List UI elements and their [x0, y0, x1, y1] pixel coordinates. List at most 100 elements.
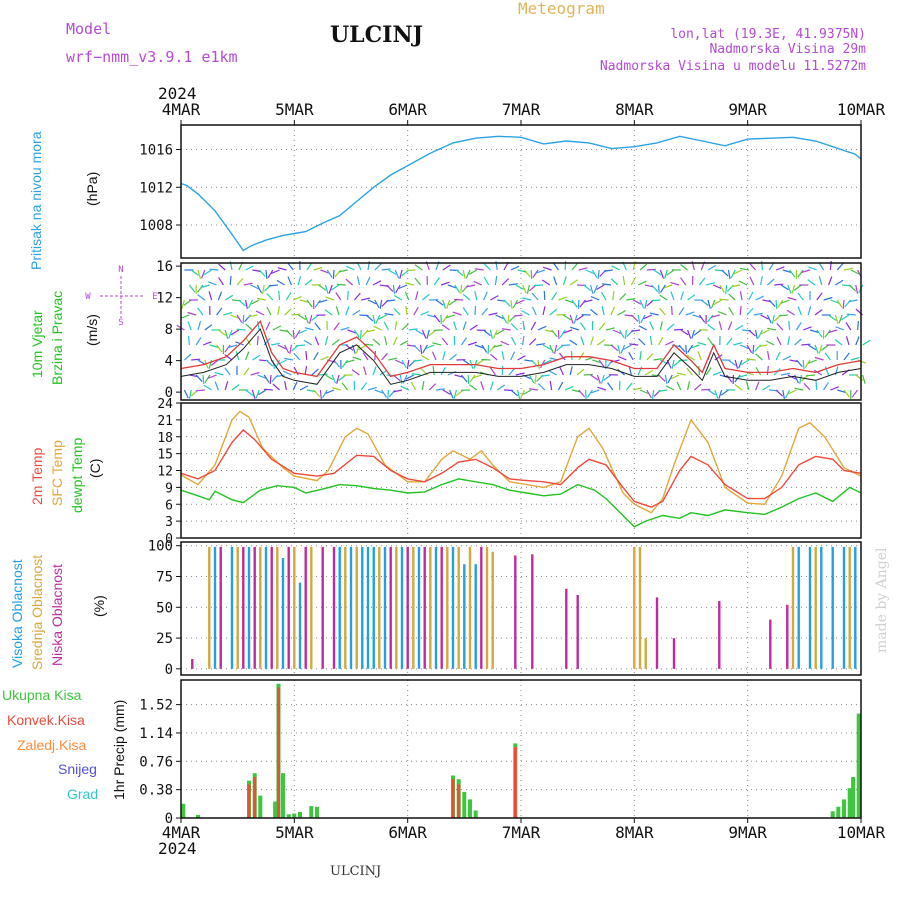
- pressure-panel: 1008 1012 1016: [139, 124, 862, 259]
- wind-barb: [453, 389, 457, 399]
- wind-barb: [767, 327, 777, 331]
- pressure-ylabel: Pritisak na nivou mora: [28, 131, 44, 270]
- wind-barb: [698, 314, 706, 323]
- wind-barb: [247, 299, 253, 309]
- wind-barb: [523, 269, 531, 278]
- wind-barb: [374, 263, 382, 271]
- sfctemp-ylabel: SFC Temp: [49, 440, 65, 506]
- wind-barb: [569, 339, 578, 346]
- wind-barb: [571, 299, 578, 308]
- wind-barb: [862, 339, 871, 346]
- wind-barb: [361, 297, 371, 301]
- wind-barb: [786, 309, 795, 316]
- wind-barb: [710, 314, 720, 318]
- wind-barb: [493, 344, 503, 348]
- wind-barb: [304, 279, 313, 286]
- wind-barb: [372, 280, 382, 286]
- wind-barb: [332, 269, 335, 280]
- wind-barb: [202, 374, 205, 385]
- wind-barb: [553, 276, 558, 286]
- wind-barb: [757, 329, 763, 339]
- precip-conv-bar: [451, 779, 455, 818]
- wind-barb: [795, 359, 803, 368]
- wind-barb: [345, 265, 355, 271]
- wind-barb: [838, 314, 843, 324]
- wind-barb: [394, 321, 398, 331]
- wind-barb: [303, 339, 313, 346]
- wind-barb: [224, 344, 231, 353]
- wind-barb: [686, 354, 695, 361]
- wind-barb: [284, 344, 290, 354]
- wind-barb: [489, 329, 493, 339]
- wind-barb: [814, 344, 819, 354]
- cloud-high-bar: [842, 546, 846, 669]
- wind-barb: [512, 299, 519, 309]
- wind-barb: [351, 369, 360, 376]
- cloud-mid-bar: [344, 546, 347, 669]
- cloud-high-bar: [417, 546, 421, 669]
- wind-barb: [705, 367, 712, 376]
- temp-2m-line: [180, 429, 862, 508]
- wind-barb: [659, 294, 668, 301]
- wind-barb: [414, 264, 423, 271]
- wind-barb: [766, 314, 772, 324]
- wind-barb: [855, 374, 864, 381]
- wind-barb: [760, 276, 763, 286]
- wind-barb: [333, 359, 340, 368]
- x-tick-label-bottom: 7MAR: [502, 823, 541, 842]
- wind-barb: [602, 283, 612, 286]
- wind-barb: [224, 329, 229, 339]
- wind-barb: [620, 344, 626, 354]
- wind-barb: [758, 344, 768, 348]
- wind-barb: [598, 359, 605, 368]
- wind-barb: [721, 269, 729, 277]
- wind-barb: [336, 374, 340, 384]
- wind-barb: [308, 314, 313, 324]
- wind-barb: [651, 299, 661, 302]
- wind-barb: [549, 308, 558, 316]
- precip-conv-bar: [253, 777, 257, 818]
- cloud-mid-bar: [208, 546, 211, 669]
- x-tick-label-bottom: 10MAR: [837, 823, 886, 842]
- model-altitude-label: Nadmorska Visina u modelu 11.5272m: [600, 59, 866, 74]
- wind-barb: [767, 350, 770, 361]
- y-tick-label: 4: [165, 354, 173, 370]
- wind-barb: [536, 343, 546, 346]
- wind-barb: [481, 344, 488, 353]
- wind-barb: [203, 384, 212, 391]
- lonlat-label: lon,lat (19.3E, 41.9375N): [670, 27, 866, 42]
- wind-barb: [489, 353, 498, 361]
- wind-barb: [690, 344, 700, 349]
- cloud-high-bar: [247, 546, 251, 669]
- wind-barb: [733, 342, 743, 346]
- wind-barb: [242, 314, 245, 325]
- wind-barb: [475, 359, 484, 366]
- wind-barb: [449, 353, 457, 361]
- wind-barb: [284, 308, 292, 316]
- wind-barb: [208, 291, 213, 301]
- wind-barb: [277, 305, 280, 316]
- wind-barb: [543, 359, 552, 365]
- wind-barb: [426, 329, 430, 339]
- wind-barb: [670, 291, 675, 301]
- wind-barb: [671, 305, 673, 316]
- wind-barb: [256, 284, 263, 294]
- cloud-low-bar: [287, 546, 290, 669]
- wind-barb: [571, 389, 581, 393]
- wind-barb: [611, 265, 620, 271]
- altitude-label: Nadmorska Visina 29m: [709, 42, 866, 57]
- wind-barb: [784, 389, 791, 399]
- wind-barb: [740, 359, 750, 366]
- wind-barb: [818, 276, 823, 286]
- precip-total-bar: [842, 799, 846, 818]
- wind-barb: [701, 388, 711, 391]
- cloud-low-bar: [565, 588, 568, 669]
- wind-barb: [554, 344, 558, 354]
- wind-barb: [548, 370, 557, 376]
- station-title: ULCINJ: [330, 22, 423, 48]
- legend-freezing-rain: Zaledj.Kisa: [17, 737, 86, 753]
- wind-barb: [678, 307, 685, 316]
- wind-barb: [358, 344, 367, 351]
- wind-barb: [209, 344, 219, 349]
- wind-barb: [338, 269, 348, 273]
